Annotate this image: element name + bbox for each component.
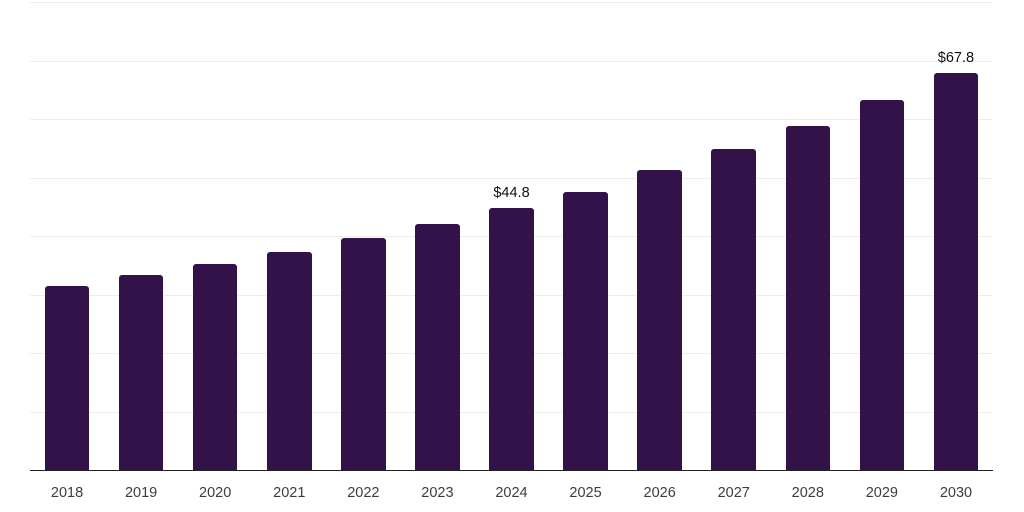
x-tick-label-2028: 2028 bbox=[791, 485, 824, 501]
x-tick-label-2025: 2025 bbox=[569, 485, 602, 501]
x-tick-label-2018: 2018 bbox=[50, 485, 84, 501]
bar-2030 bbox=[933, 73, 979, 470]
x-tick-label-2021: 2021 bbox=[273, 485, 306, 501]
bar-2027 bbox=[711, 148, 756, 470]
x-tick-label-2022: 2022 bbox=[347, 485, 380, 501]
x-tick-label-2020: 2020 bbox=[199, 485, 232, 501]
x-axis-line bbox=[30, 469, 993, 472]
x-tick-label-2029: 2029 bbox=[865, 485, 899, 501]
x-tick-label-2026: 2026 bbox=[643, 485, 676, 501]
x-tick-label-2019: 2019 bbox=[124, 485, 158, 501]
bar-2018 bbox=[44, 286, 90, 470]
bar-2021 bbox=[267, 252, 312, 470]
bar-2029 bbox=[859, 100, 905, 470]
bar-2024 bbox=[489, 207, 534, 470]
bar-2026 bbox=[637, 169, 682, 470]
bar-2025 bbox=[563, 191, 608, 470]
bar-value-label-2030: $67.8 bbox=[937, 50, 975, 67]
bar-value-label-2024: $44.8 bbox=[493, 184, 530, 201]
x-tick-label-2027: 2027 bbox=[717, 485, 750, 501]
bar-2028 bbox=[785, 126, 831, 470]
gridline-70 bbox=[30, 60, 993, 62]
x-tick-label-2023: 2023 bbox=[421, 485, 454, 501]
bar-2020 bbox=[192, 263, 238, 470]
bar-2022 bbox=[341, 238, 386, 470]
plot-area: $44.8 $67.8 bbox=[30, 2, 993, 470]
x-tick-label-2030: 2030 bbox=[939, 485, 973, 501]
bar-2023 bbox=[415, 224, 460, 470]
x-tick-label-2024: 2024 bbox=[495, 485, 528, 501]
gridline-60 bbox=[30, 119, 993, 120]
bar-2019 bbox=[118, 275, 164, 470]
gridline-50 bbox=[30, 177, 993, 179]
gridline-80 bbox=[30, 2, 993, 3]
